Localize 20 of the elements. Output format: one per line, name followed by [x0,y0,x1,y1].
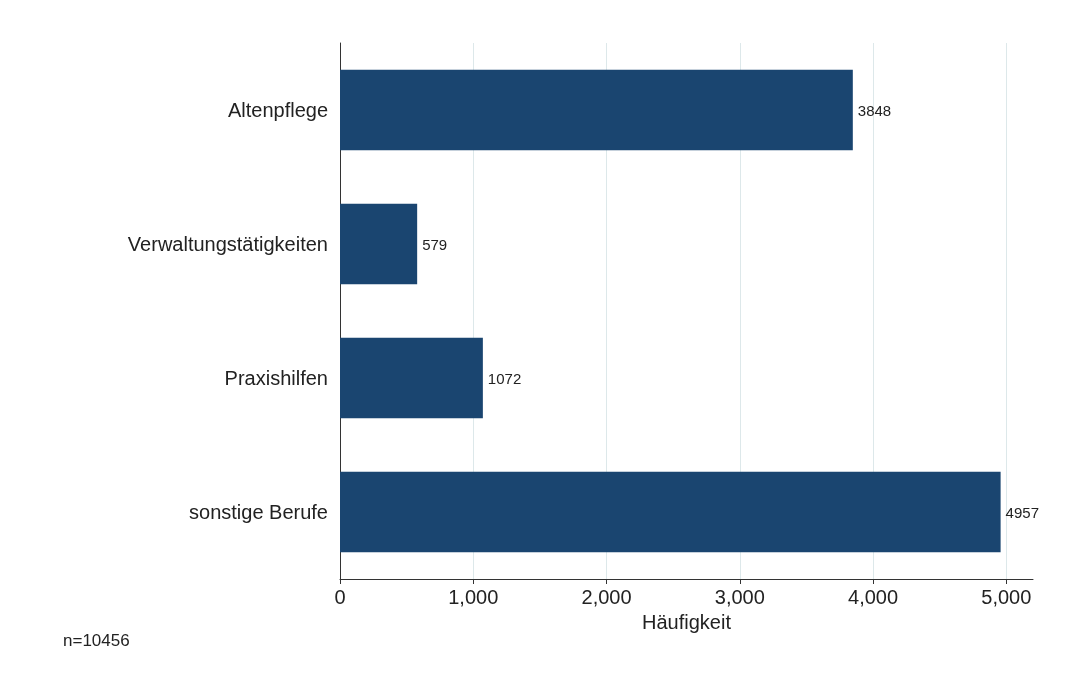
bar [340,471,1001,553]
x-tick-label: 5,000 [981,586,1032,608]
x-tick-label: 2,000 [581,586,632,608]
data-label: 3848 [857,101,892,119]
data-label: 1072 [487,369,522,387]
text: n=10456 [63,631,130,650]
data-label: 579 [422,235,448,253]
bar [340,69,853,151]
x-axis-title: Häufigkeit [642,610,732,633]
x-tick-label: 3,000 [714,586,765,608]
x-tick-label: 4,000 [848,586,899,608]
bar [340,337,483,419]
y-tick-label: Altenpflege [227,99,328,121]
x-tick-label: 1,000 [448,586,499,608]
bar [340,203,418,285]
x-tick-label: 0 [334,586,346,608]
y-tick-label: sonstige Berufe [189,501,328,523]
y-tick-label: Verwaltungstätigkeiten [127,233,328,255]
y-tick-label: Praxishilfen [224,367,328,389]
data-label: 4957 [1005,503,1039,521]
